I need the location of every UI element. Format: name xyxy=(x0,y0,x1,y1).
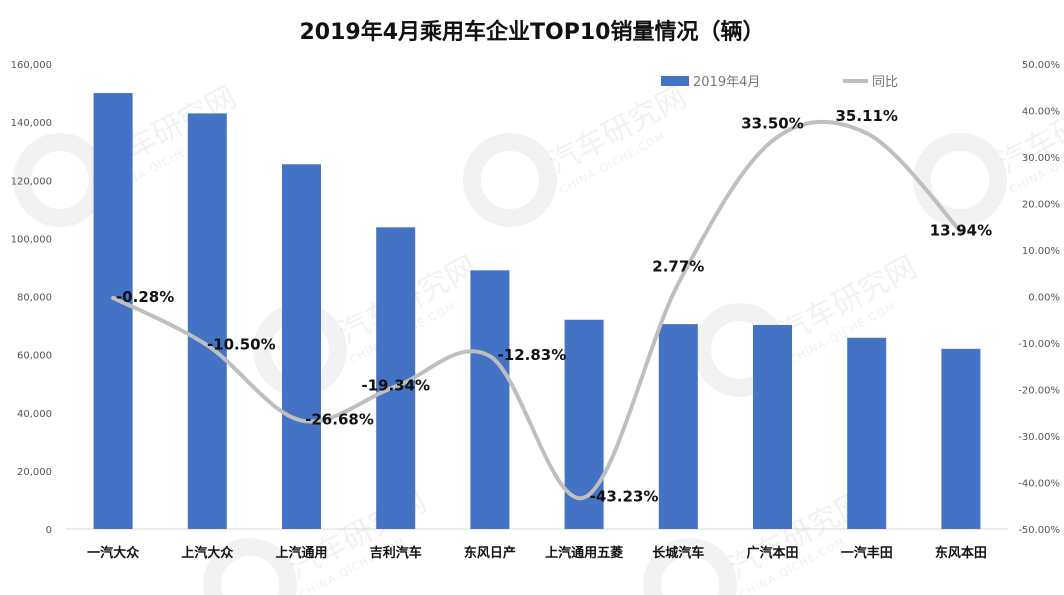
y-left-tick-label: 60,000 xyxy=(17,351,52,362)
line-series xyxy=(111,119,963,501)
y-left-tick-label: 120,000 xyxy=(11,176,52,187)
yoy-data-label: -0.28% xyxy=(116,288,174,306)
x-category-label: 上汽大众 xyxy=(181,545,233,561)
watermark-logo-ring xyxy=(203,538,297,595)
y-right-tick-label: -20.00% xyxy=(1018,386,1060,397)
yoy-data-label: 33.50% xyxy=(741,115,803,133)
bar xyxy=(376,227,416,530)
x-category-label: 广汽本田 xyxy=(746,545,798,561)
watermark-logo-ring xyxy=(643,538,737,595)
x-category-label: 吉利汽车 xyxy=(370,545,422,561)
y-right-tick-label: 40.00% xyxy=(1022,107,1060,118)
y-left-tick-label: 160,000 xyxy=(11,60,52,71)
yoy-line xyxy=(111,119,963,501)
legend-label-bar: 2019年4月 xyxy=(693,75,760,90)
watermark-logo-ring xyxy=(913,133,1007,227)
bar-series xyxy=(93,93,981,530)
y-left-tick-label: 40,000 xyxy=(17,409,52,420)
legend: 2019年4月 同比 xyxy=(661,75,898,90)
yoy-data-label: 2.77% xyxy=(652,258,704,276)
y-right-tick-label: 50.00% xyxy=(1022,60,1060,71)
legend-swatch-bar xyxy=(661,76,689,86)
data-labels: -0.28% -10.50% -26.68% -19.34% -12.83% -43.23… xyxy=(116,107,992,505)
yoy-data-label: -10.50% xyxy=(207,335,276,353)
bar xyxy=(470,270,510,529)
x-category-label: 上汽通用 xyxy=(275,545,327,561)
y-left-tick-label: 100,000 xyxy=(11,234,52,245)
yoy-data-label: -19.34% xyxy=(361,376,430,394)
x-category-label: 长城汽车 xyxy=(652,545,704,561)
y-left-tick-label: 20,000 xyxy=(17,467,52,478)
bar xyxy=(93,93,133,529)
chart-title: 2019年4月乘用车企业TOP10销量情况（辆） xyxy=(299,20,765,45)
y-right-tick-label: 10.00% xyxy=(1022,246,1060,257)
x-category-label: 东风日产 xyxy=(464,545,516,561)
axes: 0 20,000 40,000 60,000 80,000 100,000 120,000 1… xyxy=(11,60,1060,561)
y-right-tick-label: -10.00% xyxy=(1018,339,1060,350)
yoy-data-label: -12.83% xyxy=(498,346,567,364)
bar xyxy=(187,113,227,529)
y-right-tick-label: 0.00% xyxy=(1028,293,1060,304)
yoy-data-label: 35.11% xyxy=(835,107,897,125)
yoy-data-label: 13.94% xyxy=(930,222,992,240)
x-category-label: 一汽丰田 xyxy=(841,545,893,561)
legend-label-line: 同比 xyxy=(872,75,898,90)
bar xyxy=(847,337,887,529)
y-right-tick-label: 20.00% xyxy=(1022,200,1060,211)
x-category-label: 一汽大众 xyxy=(87,545,139,561)
y-right-tick-label: -50.00% xyxy=(1018,525,1060,536)
y-left-tick-label: 0 xyxy=(46,525,52,536)
bar xyxy=(282,164,321,529)
yoy-data-label: -43.23% xyxy=(590,488,659,506)
x-category-label: 上汽通用五菱 xyxy=(545,545,623,561)
bar xyxy=(753,324,792,529)
y-left-tick-label: 80,000 xyxy=(17,293,52,304)
y-left-tick-label: 140,000 xyxy=(11,118,52,129)
bar xyxy=(941,348,981,529)
watermark-logo-ring xyxy=(463,133,557,227)
y-right-tick-label: -30.00% xyxy=(1018,432,1060,443)
x-category-label: 东风本田 xyxy=(935,545,987,561)
bar xyxy=(658,324,698,529)
y-right-tick-label: -40.00% xyxy=(1018,479,1060,490)
yoy-data-label: -26.68% xyxy=(305,411,374,429)
y-right-tick-label: 30.00% xyxy=(1022,153,1060,164)
